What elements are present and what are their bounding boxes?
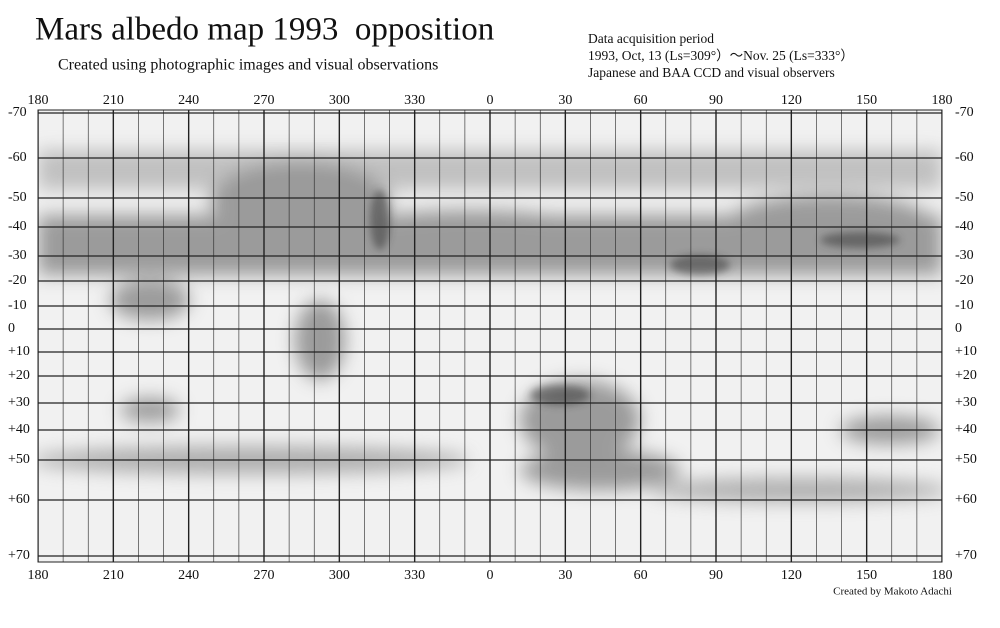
latitude-label: +20 <box>8 368 30 383</box>
latitude-label: +50 <box>8 452 30 467</box>
latitude-label: -10 <box>8 298 27 313</box>
latitude-label: +70 <box>955 548 977 563</box>
latitude-label: +70 <box>8 548 30 563</box>
latitude-label: -20 <box>8 273 27 288</box>
latitude-label: +50 <box>955 452 977 467</box>
info-line: Data acquisition period <box>588 31 714 46</box>
latitude-label: -70 <box>8 105 27 120</box>
longitude-label: 330 <box>404 568 425 583</box>
longitude-label: 180 <box>28 93 49 108</box>
latitude-label: -40 <box>955 219 974 234</box>
longitude-label: 270 <box>254 568 275 583</box>
latitude-label: -70 <box>955 105 974 120</box>
longitude-label: 240 <box>178 568 199 583</box>
latitude-label: +30 <box>8 395 30 410</box>
latitude-label: -40 <box>8 219 27 234</box>
latitude-label: +60 <box>955 492 977 507</box>
longitude-label: 270 <box>254 93 275 108</box>
longitude-label: 240 <box>178 93 199 108</box>
latitude-label: +60 <box>8 492 30 507</box>
latitude-label: 0 <box>8 321 15 336</box>
latitude-label: -50 <box>8 190 27 205</box>
longitude-label: 300 <box>329 93 350 108</box>
latitude-label: +30 <box>955 395 977 410</box>
latitude-label: -60 <box>955 150 974 165</box>
longitude-label: 90 <box>709 568 723 583</box>
longitude-label: 300 <box>329 568 350 583</box>
longitude-label: 180 <box>932 93 953 108</box>
longitude-label: 180 <box>932 568 953 583</box>
longitude-label: 30 <box>558 93 572 108</box>
latitude-label: +20 <box>955 368 977 383</box>
longitude-label: 210 <box>103 568 124 583</box>
latitude-label: -10 <box>955 298 974 313</box>
longitude-label: 60 <box>634 568 648 583</box>
latitude-label: 0 <box>955 321 962 336</box>
longitude-label: 0 <box>487 93 494 108</box>
latitude-label: -60 <box>8 150 27 165</box>
longitude-label: 0 <box>487 568 494 583</box>
longitude-label: 210 <box>103 93 124 108</box>
info-line: 1993, Oct, 13 (Ls=309°）～Nov. 25 (Ls=333°… <box>588 48 854 63</box>
info-line: Japanese and BAA CCD and visual observer… <box>588 65 835 80</box>
title: Mars albedo map 1993 opposition <box>35 12 494 48</box>
longitude-label: 90 <box>709 93 723 108</box>
latitude-label: -30 <box>8 248 27 263</box>
longitude-label: 120 <box>781 93 802 108</box>
longitude-label: 60 <box>634 93 648 108</box>
longitude-label: 120 <box>781 568 802 583</box>
latitude-label: +10 <box>8 344 30 359</box>
latitude-label: +40 <box>955 422 977 437</box>
subtitle: Created using photographic images and vi… <box>58 57 438 74</box>
latitude-label: +40 <box>8 422 30 437</box>
map-frame <box>37 109 943 563</box>
graticule <box>38 110 942 562</box>
longitude-label: 180 <box>28 568 49 583</box>
longitude-label: 330 <box>404 93 425 108</box>
longitude-label: 30 <box>558 568 572 583</box>
longitude-label: 150 <box>856 568 877 583</box>
longitude-label: 150 <box>856 93 877 108</box>
latitude-label: +10 <box>955 344 977 359</box>
credit: Created by Makoto Adachi <box>833 586 952 598</box>
latitude-label: -30 <box>955 248 974 263</box>
latitude-label: -50 <box>955 190 974 205</box>
latitude-label: -20 <box>955 273 974 288</box>
albedo-shading <box>38 110 942 562</box>
